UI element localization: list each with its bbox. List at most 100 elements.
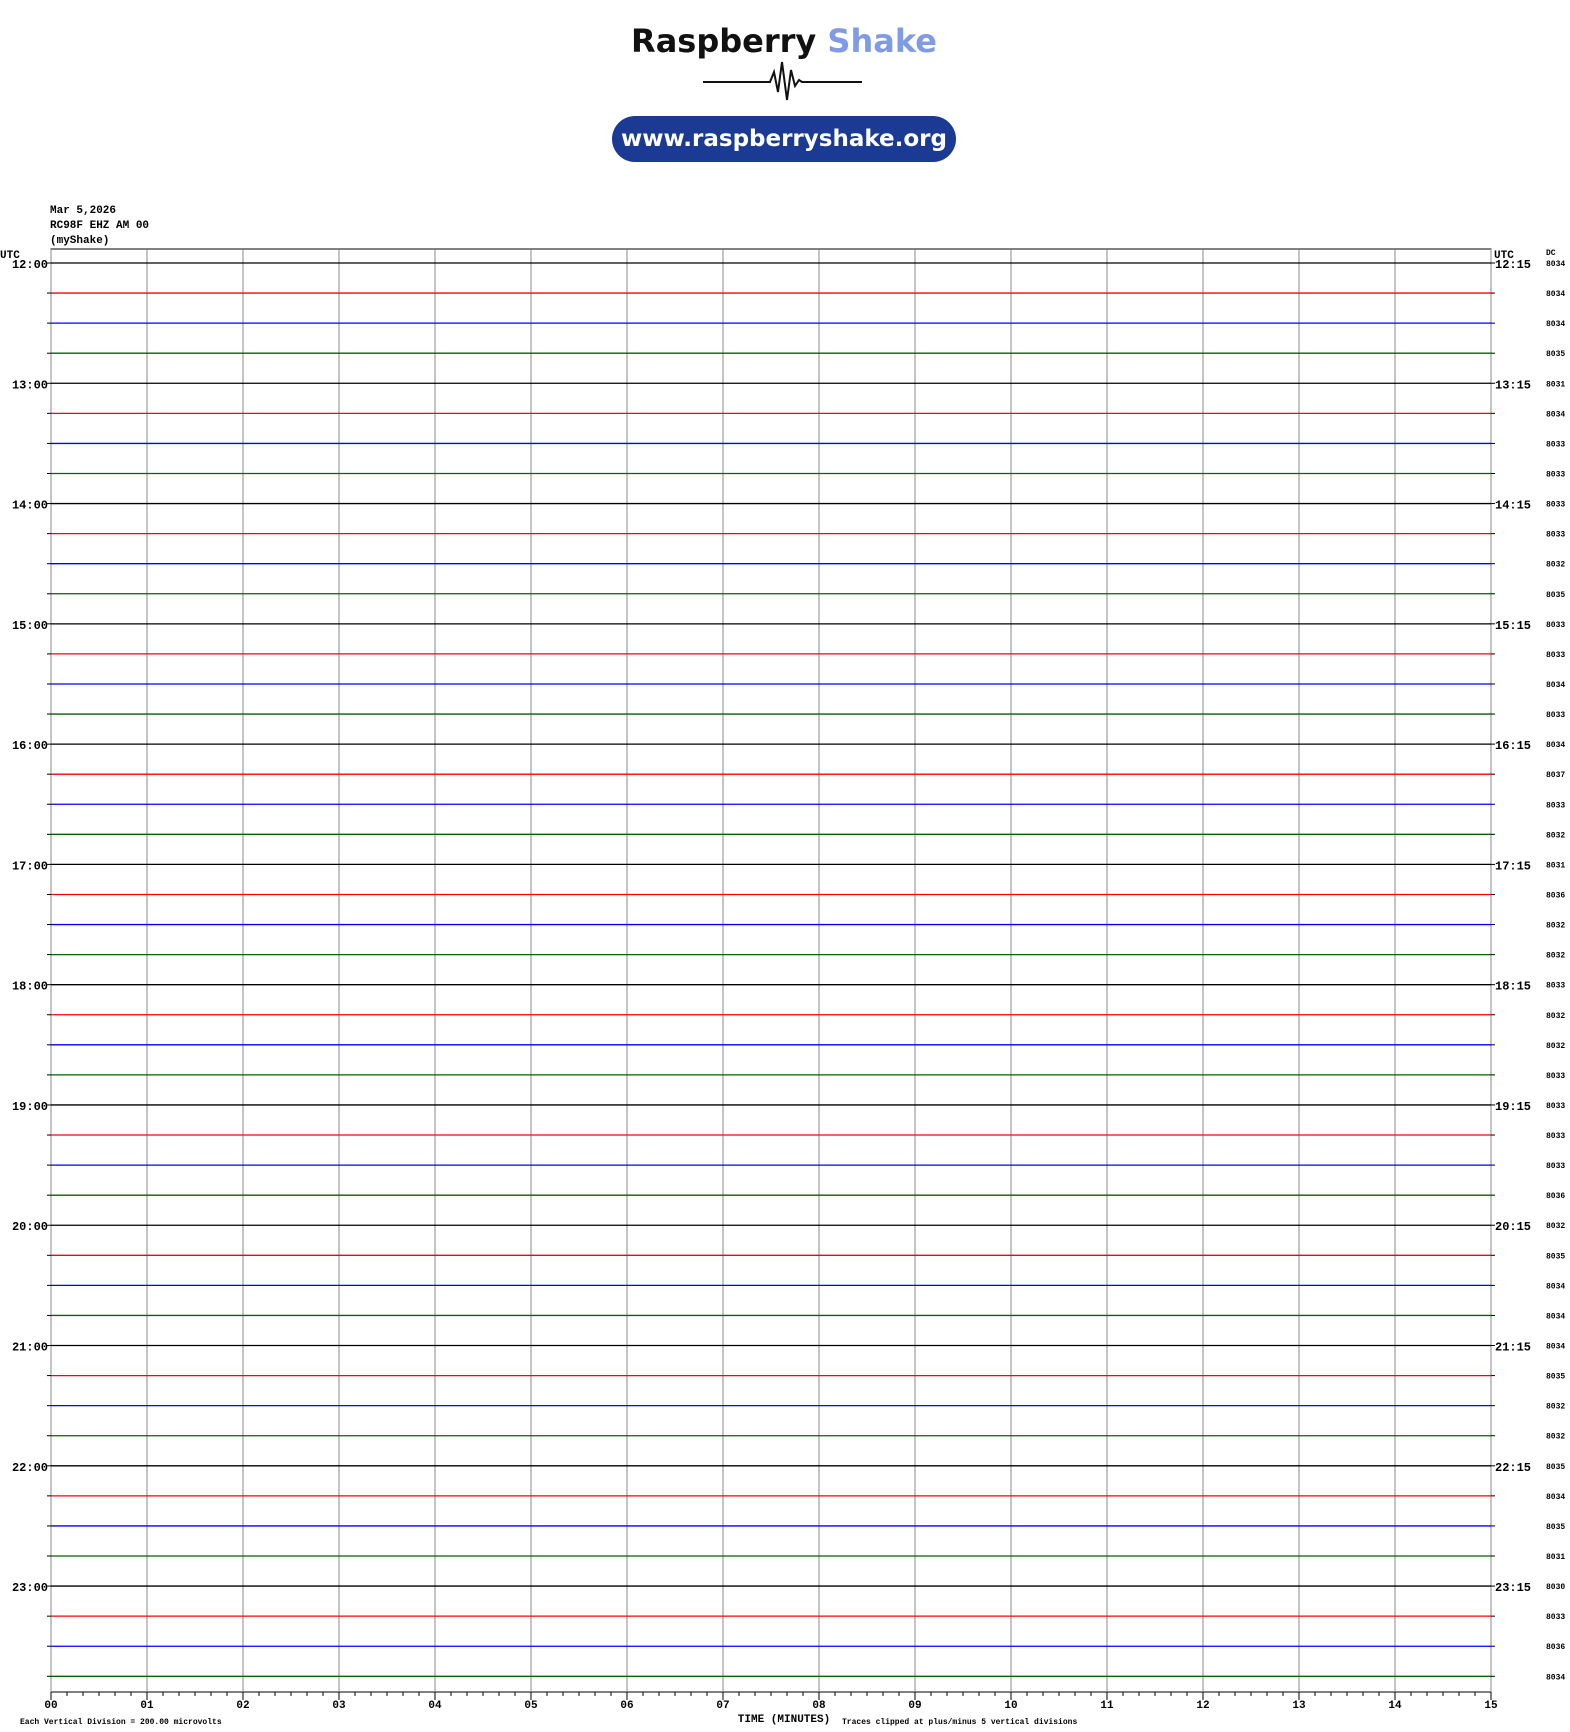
logo-squiggle xyxy=(703,61,862,101)
x-tick-label: 12 xyxy=(1196,1700,1209,1712)
dc-value: 8033 xyxy=(1546,440,1565,449)
right-time-label: 15:15 xyxy=(1495,619,1531,633)
x-tick-label: 04 xyxy=(428,1700,442,1712)
left-time-label: 15:00 xyxy=(12,619,48,633)
x-tick-label: 05 xyxy=(524,1700,538,1712)
left-time-label: 13:00 xyxy=(12,378,48,392)
x-tick-label: 01 xyxy=(140,1700,154,1712)
x-tick-label: 13 xyxy=(1292,1700,1306,1712)
dc-value: 8033 xyxy=(1546,1162,1565,1171)
dc-value: 8031 xyxy=(1546,861,1565,870)
right-time-label: 17:15 xyxy=(1495,859,1531,873)
url-pill[interactable] xyxy=(612,116,956,162)
dc-value: 8033 xyxy=(1546,501,1565,510)
dc-value: 8033 xyxy=(1546,711,1565,720)
dc-value: 8032 xyxy=(1546,1222,1565,1231)
dc-title: DC xyxy=(1546,249,1556,258)
footer-right: Traces clipped at plus/minus 5 vertical … xyxy=(842,1718,1077,1727)
x-tick-label: 14 xyxy=(1388,1700,1402,1712)
right-time-label: 12:15 xyxy=(1495,258,1531,272)
date: Mar 5,2026 xyxy=(50,205,116,217)
dc-value: 8034 xyxy=(1546,1312,1565,1321)
dc-value: 8034 xyxy=(1546,1493,1565,1502)
dc-value: 8032 xyxy=(1546,952,1565,961)
dc-value: 8036 xyxy=(1546,891,1565,900)
dc-value: 8034 xyxy=(1546,260,1565,269)
dc-value: 8037 xyxy=(1546,771,1565,780)
x-tick-label: 08 xyxy=(812,1700,826,1712)
logo-part2: Shake xyxy=(827,22,937,60)
dc-value: 8033 xyxy=(1546,651,1565,660)
dc-value: 8032 xyxy=(1546,922,1565,931)
x-tick-label: 07 xyxy=(716,1700,729,1712)
dc-value: 8034 xyxy=(1546,1282,1565,1291)
dc-value: 8035 xyxy=(1546,1523,1565,1532)
dc-value: 8036 xyxy=(1546,1643,1565,1652)
dc-value: 8034 xyxy=(1546,681,1565,690)
x-tick-label: 10 xyxy=(1004,1700,1017,1712)
x-tick-label: 15 xyxy=(1484,1700,1498,1712)
left-time-label: 17:00 xyxy=(12,859,48,873)
x-tick-label: 09 xyxy=(908,1700,921,1712)
dc-value: 8031 xyxy=(1546,1553,1565,1562)
dc-value: 8034 xyxy=(1546,320,1565,329)
dc-value: 8031 xyxy=(1546,380,1565,389)
x-tick-label: 03 xyxy=(332,1700,346,1712)
right-time-label: 23:15 xyxy=(1495,1581,1531,1595)
dc-value: 8032 xyxy=(1546,1042,1565,1051)
left-axis-title: UTC xyxy=(0,250,20,262)
dc-value: 8033 xyxy=(1546,470,1565,479)
dc-value: 8030 xyxy=(1546,1583,1565,1592)
dc-value: 8035 xyxy=(1546,1373,1565,1382)
left-time-label: 14:00 xyxy=(12,499,48,513)
dc-value: 8034 xyxy=(1546,290,1565,299)
x-tick-label: 11 xyxy=(1100,1700,1114,1712)
right-time-label: 22:15 xyxy=(1495,1461,1531,1475)
dc-value: 8033 xyxy=(1546,982,1565,991)
dc-value: 8033 xyxy=(1546,1102,1565,1111)
left-time-label: 18:00 xyxy=(12,980,48,994)
right-time-label: 16:15 xyxy=(1495,739,1531,753)
dc-value: 8034 xyxy=(1546,410,1565,419)
logo-part1: Raspberry xyxy=(631,22,816,60)
dc-value: 8032 xyxy=(1546,1012,1565,1021)
source: (myShake) xyxy=(50,235,109,247)
dc-value: 8033 xyxy=(1546,1132,1565,1141)
right-time-label: 18:15 xyxy=(1495,980,1531,994)
dc-value: 8033 xyxy=(1546,801,1565,810)
dc-value: 8032 xyxy=(1546,561,1565,570)
dc-value: 8034 xyxy=(1546,1343,1565,1352)
left-time-label: 12:00 xyxy=(12,258,48,272)
dc-value: 8035 xyxy=(1546,1463,1565,1472)
dc-value: 8033 xyxy=(1546,531,1565,540)
dc-value: 8032 xyxy=(1546,1433,1565,1442)
dc-value: 8034 xyxy=(1546,741,1565,750)
footer-left: Each Vertical Division = 200.00 microvol… xyxy=(20,1718,222,1727)
x-tick-label: 02 xyxy=(236,1700,249,1712)
left-time-label: 16:00 xyxy=(12,739,48,753)
x-axis-title: TIME (MINUTES) xyxy=(738,1714,830,1726)
url[interactable]: www.raspberryshake.org xyxy=(621,126,947,152)
right-time-label: 19:15 xyxy=(1495,1100,1531,1114)
dc-value: 8036 xyxy=(1546,1192,1565,1201)
logo-title: Raspberry Shake xyxy=(631,22,937,60)
dc-value: 8032 xyxy=(1546,1403,1565,1412)
dc-value: 8035 xyxy=(1546,350,1565,359)
right-axis-title: UTC xyxy=(1494,250,1514,262)
left-time-label: 20:00 xyxy=(12,1220,48,1234)
left-time-label: 19:00 xyxy=(12,1100,48,1114)
dc-value: 8035 xyxy=(1546,1252,1565,1261)
right-time-label: 21:15 xyxy=(1495,1341,1531,1355)
right-time-label: 20:15 xyxy=(1495,1220,1531,1234)
x-tick-label: 00 xyxy=(44,1700,57,1712)
right-time-label: 14:15 xyxy=(1495,499,1531,513)
dc-value: 8033 xyxy=(1546,621,1565,630)
dc-value: 8033 xyxy=(1546,1072,1565,1081)
left-time-label: 21:00 xyxy=(12,1341,48,1355)
left-time-label: 23:00 xyxy=(12,1581,48,1595)
station: RC98F EHZ AM 00 xyxy=(50,220,149,232)
right-time-label: 13:15 xyxy=(1495,378,1531,392)
x-tick-label: 06 xyxy=(620,1700,633,1712)
dc-value: 8032 xyxy=(1546,831,1565,840)
